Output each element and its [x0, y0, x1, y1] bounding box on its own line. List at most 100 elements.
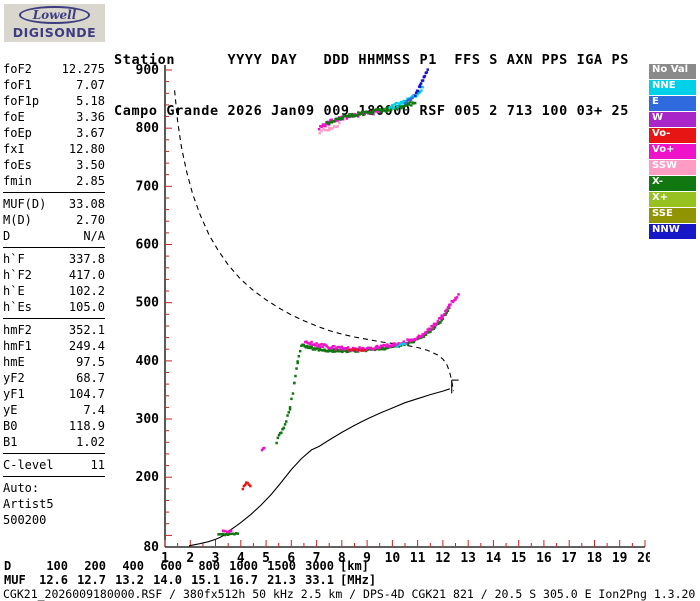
lowell-logo-text: Lowell — [18, 6, 91, 24]
y-tick-label: 600 — [136, 238, 160, 253]
trace-F1-ledge-green — [275, 349, 302, 445]
param-row-yf2: yF2 68.7 — [3, 370, 105, 386]
x-tick-label: 19 — [612, 551, 628, 566]
trace-hop2-nnw — [413, 68, 429, 97]
cell-value: 800 — [198, 559, 220, 573]
param-row-clevel: C-level 11 — [3, 457, 105, 473]
param-value: 337.8 — [68, 252, 105, 266]
cell-value: 15.1 — [191, 573, 220, 587]
x-tick-label: 17 — [561, 551, 577, 566]
legend-item-x+: X+ — [649, 192, 696, 207]
param-label: yE — [3, 403, 18, 417]
param-label: MUF(D) — [3, 197, 47, 211]
ionogram-plot: 1 2 3 4 5 6 7 8 9 10 11 12 13 14 15 16 17 18 19 20900800700… — [136, 63, 653, 566]
separator — [3, 192, 105, 193]
muf-table-row-muf: MUF 12.6 12.7 13.2 14.0 15.1 16.7 21.3 33.1 [MHz] — [4, 573, 376, 587]
param-value: 12.80 — [68, 142, 105, 156]
param-value: 249.4 — [68, 339, 105, 353]
param-value: 352.1 — [68, 323, 105, 337]
legend-item-vo-: Vo- — [649, 128, 696, 143]
param-row-fof1p: foF1p 5.18 — [3, 93, 105, 109]
param-row-hmf2: hmF2 352.1 — [3, 322, 105, 338]
param-value: 2.70 — [76, 213, 105, 227]
separator — [3, 247, 105, 248]
separator — [3, 318, 105, 319]
param-label: yF2 — [3, 371, 25, 385]
param-row-fof2: foF2 12.275 — [3, 61, 105, 77]
param-value: 68.7 — [76, 371, 105, 385]
legend-item-e: E — [649, 96, 696, 111]
muf-transmission-curve — [174, 90, 455, 392]
cell-value: 600 — [160, 559, 182, 573]
legend-item-x-: X- — [649, 176, 696, 191]
digisonde-logo: Lowell DIGISONDE — [4, 4, 105, 42]
trace-hop2-ssw — [318, 121, 341, 135]
trace-F-low-pink — [260, 446, 266, 452]
param-row-yf1: yF1 104.7 — [3, 386, 105, 402]
x-tick-label: 1 — [161, 551, 169, 566]
cell-value: 12.6 — [39, 573, 68, 587]
param-value: 2.85 — [76, 174, 105, 188]
x-tick-label: 12 — [435, 551, 451, 566]
true-height-profile — [188, 388, 450, 547]
x-tick-label: 3 — [212, 551, 220, 566]
param-label: hmE — [3, 355, 25, 369]
param-row-md: M(D) 2.70 — [3, 212, 105, 228]
param-label: yF1 — [3, 387, 25, 401]
x-tick-label: 15 — [511, 551, 527, 566]
param-row-500200: 500200 — [3, 512, 105, 528]
muf-table-row-d: D 100 200 400 600 800 1000 1500 3000 [km] — [4, 559, 376, 573]
param-label: D — [3, 229, 11, 243]
param-label: fmin — [3, 174, 32, 188]
param-row-b1: B1 1.02 — [3, 434, 105, 450]
trace-Es-red-cluster — [241, 481, 252, 491]
direction-legend: No Val NNE E W Vo- Vo+ SSW X- X+ SSE NNW — [649, 64, 696, 240]
param-label: foEp — [3, 126, 32, 140]
param-label: B0 — [3, 419, 18, 433]
separator — [3, 476, 105, 477]
trace-F-trace-x — [304, 293, 460, 352]
param-row-foep: foEp 3.67 — [3, 125, 105, 141]
cell-value: 13.2 — [115, 573, 144, 587]
param-value: 3.36 — [76, 110, 105, 124]
param-value: 118.9 — [68, 419, 105, 433]
param-label: 500200 — [3, 513, 47, 527]
trace-E-region-x — [221, 529, 233, 534]
x-tick-label: 2 — [186, 551, 194, 566]
param-value: 3.50 — [76, 158, 105, 172]
legend-item-sse: SSE — [649, 208, 696, 223]
param-value: 417.0 — [68, 268, 105, 282]
cell-value: 16.7 — [229, 573, 258, 587]
row-label: D — [4, 559, 12, 573]
param-row-foe: foE 3.36 — [3, 109, 105, 125]
trace-hop2-e — [403, 96, 414, 105]
param-value: 7.07 — [76, 78, 105, 92]
x-tick-label: 9 — [363, 551, 371, 566]
param-row-fmin: fmin 2.85 — [3, 173, 105, 189]
param-row-mufd: MUF(D) 33.08 — [3, 196, 105, 212]
param-row-hmf1: hmF1 249.4 — [3, 338, 105, 354]
trace-E-region-o — [217, 532, 239, 537]
y-tick-label: 700 — [136, 179, 160, 194]
param-row-fof1: foF1 7.07 — [3, 77, 105, 93]
param-value: 97.5 — [76, 355, 105, 369]
param-label: Artist5 — [3, 497, 54, 511]
param-row-fxi: fxI 12.80 — [3, 141, 105, 157]
param-label: h`F — [3, 252, 25, 266]
legend-item-ssw: SSW — [649, 160, 696, 175]
digisonde-logo-text: DIGISONDE — [12, 25, 97, 40]
legend-item-noval: No Val — [649, 64, 696, 79]
y-tick-label: 80 — [143, 540, 159, 555]
x-tick-label: 16 — [536, 551, 552, 566]
y-tick-label: 400 — [136, 354, 160, 369]
cell-value: 1000 — [229, 559, 258, 573]
param-label: hmF2 — [3, 323, 32, 337]
x-tick-label: 8 — [338, 551, 346, 566]
cell-value: 14.0 — [153, 573, 182, 587]
trace-hop2-o — [325, 101, 417, 125]
row-unit: [km] — [340, 559, 369, 573]
param-row-he: h`E 102.2 — [3, 283, 105, 299]
cell-value: 400 — [122, 559, 144, 573]
param-value: 3.67 — [76, 126, 105, 140]
param-row-hes: h`Es 105.0 — [3, 299, 105, 315]
